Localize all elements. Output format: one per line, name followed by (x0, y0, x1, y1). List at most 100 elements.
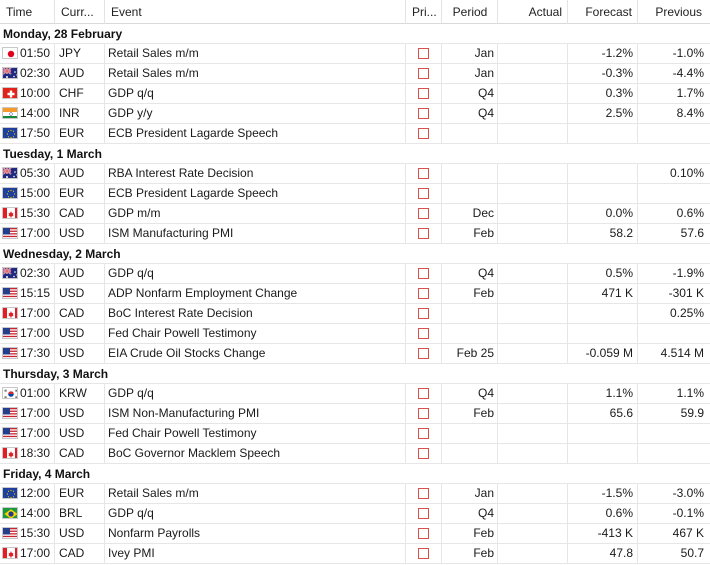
column-divider[interactable] (104, 0, 105, 24)
table-row[interactable]: 18:30 CAD BoC Governor Macklem Speech (0, 444, 710, 464)
table-row[interactable]: 02:30 AUD Retail Sales m/m Jan -0.3% -4.4% (0, 64, 710, 84)
column-header-period[interactable]: Period (452, 5, 488, 19)
priority-checkbox[interactable] (418, 548, 429, 559)
column-grid-line (567, 224, 568, 244)
table-row[interactable]: 17:00 USD ISM Manufacturing PMI Feb 58.2 57.6 (0, 224, 710, 244)
table-row[interactable]: 12:00 EUR Retail Sales m/m Jan -1.5% -3.0% (0, 484, 710, 504)
table-row[interactable]: 17:50 EUR ECB President Lagarde Speech (0, 124, 710, 144)
table-row[interactable]: 15:30 CAD GDP m/m Dec 0.0% 0.6% (0, 204, 710, 224)
table-row[interactable]: 14:00 BRL GDP q/q Q4 0.6% -0.1% (0, 504, 710, 524)
column-grid-line (637, 424, 638, 444)
column-divider[interactable] (441, 0, 442, 24)
day-group-header: Thursday, 3 March (0, 364, 710, 384)
event-forecast: 65.6 (609, 406, 633, 420)
priority-checkbox[interactable] (418, 288, 429, 299)
table-row[interactable]: 01:00 KRW GDP q/q Q4 1.1% 1.1% (0, 384, 710, 404)
priority-checkbox[interactable] (418, 328, 429, 339)
event-currency: AUD (59, 266, 85, 280)
column-grid-line (497, 84, 498, 104)
column-grid-line (54, 224, 55, 244)
priority-checkbox[interactable] (418, 168, 429, 179)
event-forecast: 0.3% (605, 86, 633, 100)
event-name: BoC Interest Rate Decision (108, 306, 253, 320)
priority-checkbox[interactable] (418, 68, 429, 79)
event-actual (498, 164, 563, 183)
priority-checkbox[interactable] (418, 48, 429, 59)
event-name: ISM Manufacturing PMI (108, 226, 234, 240)
column-grid-line (441, 284, 442, 304)
column-grid-line (54, 104, 55, 124)
column-grid-line (405, 124, 406, 144)
column-grid-line (405, 204, 406, 224)
priority-checkbox[interactable] (418, 528, 429, 539)
event-time: 02:30 (20, 266, 50, 280)
event-name: ADP Nonfarm Employment Change (108, 286, 298, 300)
column-grid-line (104, 124, 105, 144)
column-grid-line (441, 424, 442, 444)
table-row[interactable]: 05:30 AUD RBA Interest Rate Decision 0.10% (0, 164, 710, 184)
event-actual (498, 504, 563, 523)
column-header-event[interactable]: Event (111, 5, 142, 19)
table-row[interactable]: 17:00 USD Fed Chair Powell Testimony (0, 424, 710, 444)
priority-checkbox[interactable] (418, 508, 429, 519)
column-grid-line (441, 344, 442, 364)
event-actual (498, 84, 563, 103)
priority-checkbox[interactable] (418, 108, 429, 119)
column-grid-line (567, 504, 568, 524)
event-previous: 467 K (672, 526, 704, 540)
priority-checkbox[interactable] (418, 128, 429, 139)
table-row[interactable]: 14:00 INR GDP y/y Q4 2.5% 8.4% (0, 104, 710, 124)
australia-flag-icon (2, 267, 18, 279)
column-header-previous[interactable]: Previous (655, 5, 702, 19)
column-grid-line (104, 324, 105, 344)
event-forecast: 471 K (601, 286, 633, 300)
column-divider[interactable] (405, 0, 406, 24)
table-row[interactable]: 02:30 AUD GDP q/q Q4 0.5% -1.9% (0, 264, 710, 284)
column-divider[interactable] (637, 0, 638, 24)
priority-checkbox[interactable] (418, 268, 429, 279)
event-time: 17:30 (20, 346, 50, 360)
table-row[interactable]: 15:00 EUR ECB President Lagarde Speech (0, 184, 710, 204)
table-row[interactable]: 17:00 CAD Ivey PMI Feb 47.8 50.7 (0, 544, 710, 564)
priority-checkbox[interactable] (418, 208, 429, 219)
column-header-actual[interactable]: Actual (528, 5, 562, 19)
priority-checkbox[interactable] (418, 408, 429, 419)
column-divider[interactable] (497, 0, 498, 24)
event-period: Jan (474, 486, 494, 500)
table-row[interactable]: 17:30 USD EIA Crude Oil Stocks Change Feb 2… (0, 344, 710, 364)
column-header-priority[interactable]: Pri... (412, 5, 437, 19)
table-row[interactable]: 15:30 USD Nonfarm Payrolls Feb -413 K 467 K (0, 524, 710, 544)
table-row[interactable]: 17:00 USD Fed Chair Powell Testimony (0, 324, 710, 344)
priority-checkbox[interactable] (418, 88, 429, 99)
priority-checkbox[interactable] (418, 488, 429, 499)
event-actual (498, 64, 563, 83)
column-grid-line (497, 224, 498, 244)
event-forecast (568, 304, 633, 323)
column-grid-line (104, 184, 105, 204)
table-row[interactable]: 01:50 JPY Retail Sales m/m Jan -1.2% -1.0% (0, 44, 710, 64)
priority-checkbox[interactable] (418, 348, 429, 359)
priority-checkbox[interactable] (418, 428, 429, 439)
event-actual (498, 544, 563, 563)
event-actual (498, 484, 563, 503)
canada-flag-icon (2, 447, 18, 459)
canada-flag-icon (2, 307, 18, 319)
column-divider[interactable] (567, 0, 568, 24)
priority-checkbox[interactable] (418, 228, 429, 239)
table-row[interactable]: 17:00 USD ISM Non-Manufacturing PMI Feb 65.6… (0, 404, 710, 424)
priority-checkbox[interactable] (418, 308, 429, 319)
table-row[interactable]: 15:15 USD ADP Nonfarm Employment Change Feb… (0, 284, 710, 304)
priority-checkbox[interactable] (418, 188, 429, 199)
event-forecast: 47.8 (609, 546, 633, 560)
column-header-forecast[interactable]: Forecast (585, 5, 632, 19)
column-divider[interactable] (54, 0, 55, 24)
day-group-header: Wednesday, 2 March (0, 244, 710, 264)
table-row[interactable]: 10:00 CHF GDP q/q Q4 0.3% 1.7% (0, 84, 710, 104)
column-header-time[interactable]: Time (6, 5, 33, 19)
column-grid-line (104, 444, 105, 464)
column-grid-line (104, 484, 105, 504)
table-row[interactable]: 17:00 CAD BoC Interest Rate Decision 0.25% (0, 304, 710, 324)
column-header-currency[interactable]: Curr... (61, 5, 94, 19)
priority-checkbox[interactable] (418, 448, 429, 459)
priority-checkbox[interactable] (418, 388, 429, 399)
